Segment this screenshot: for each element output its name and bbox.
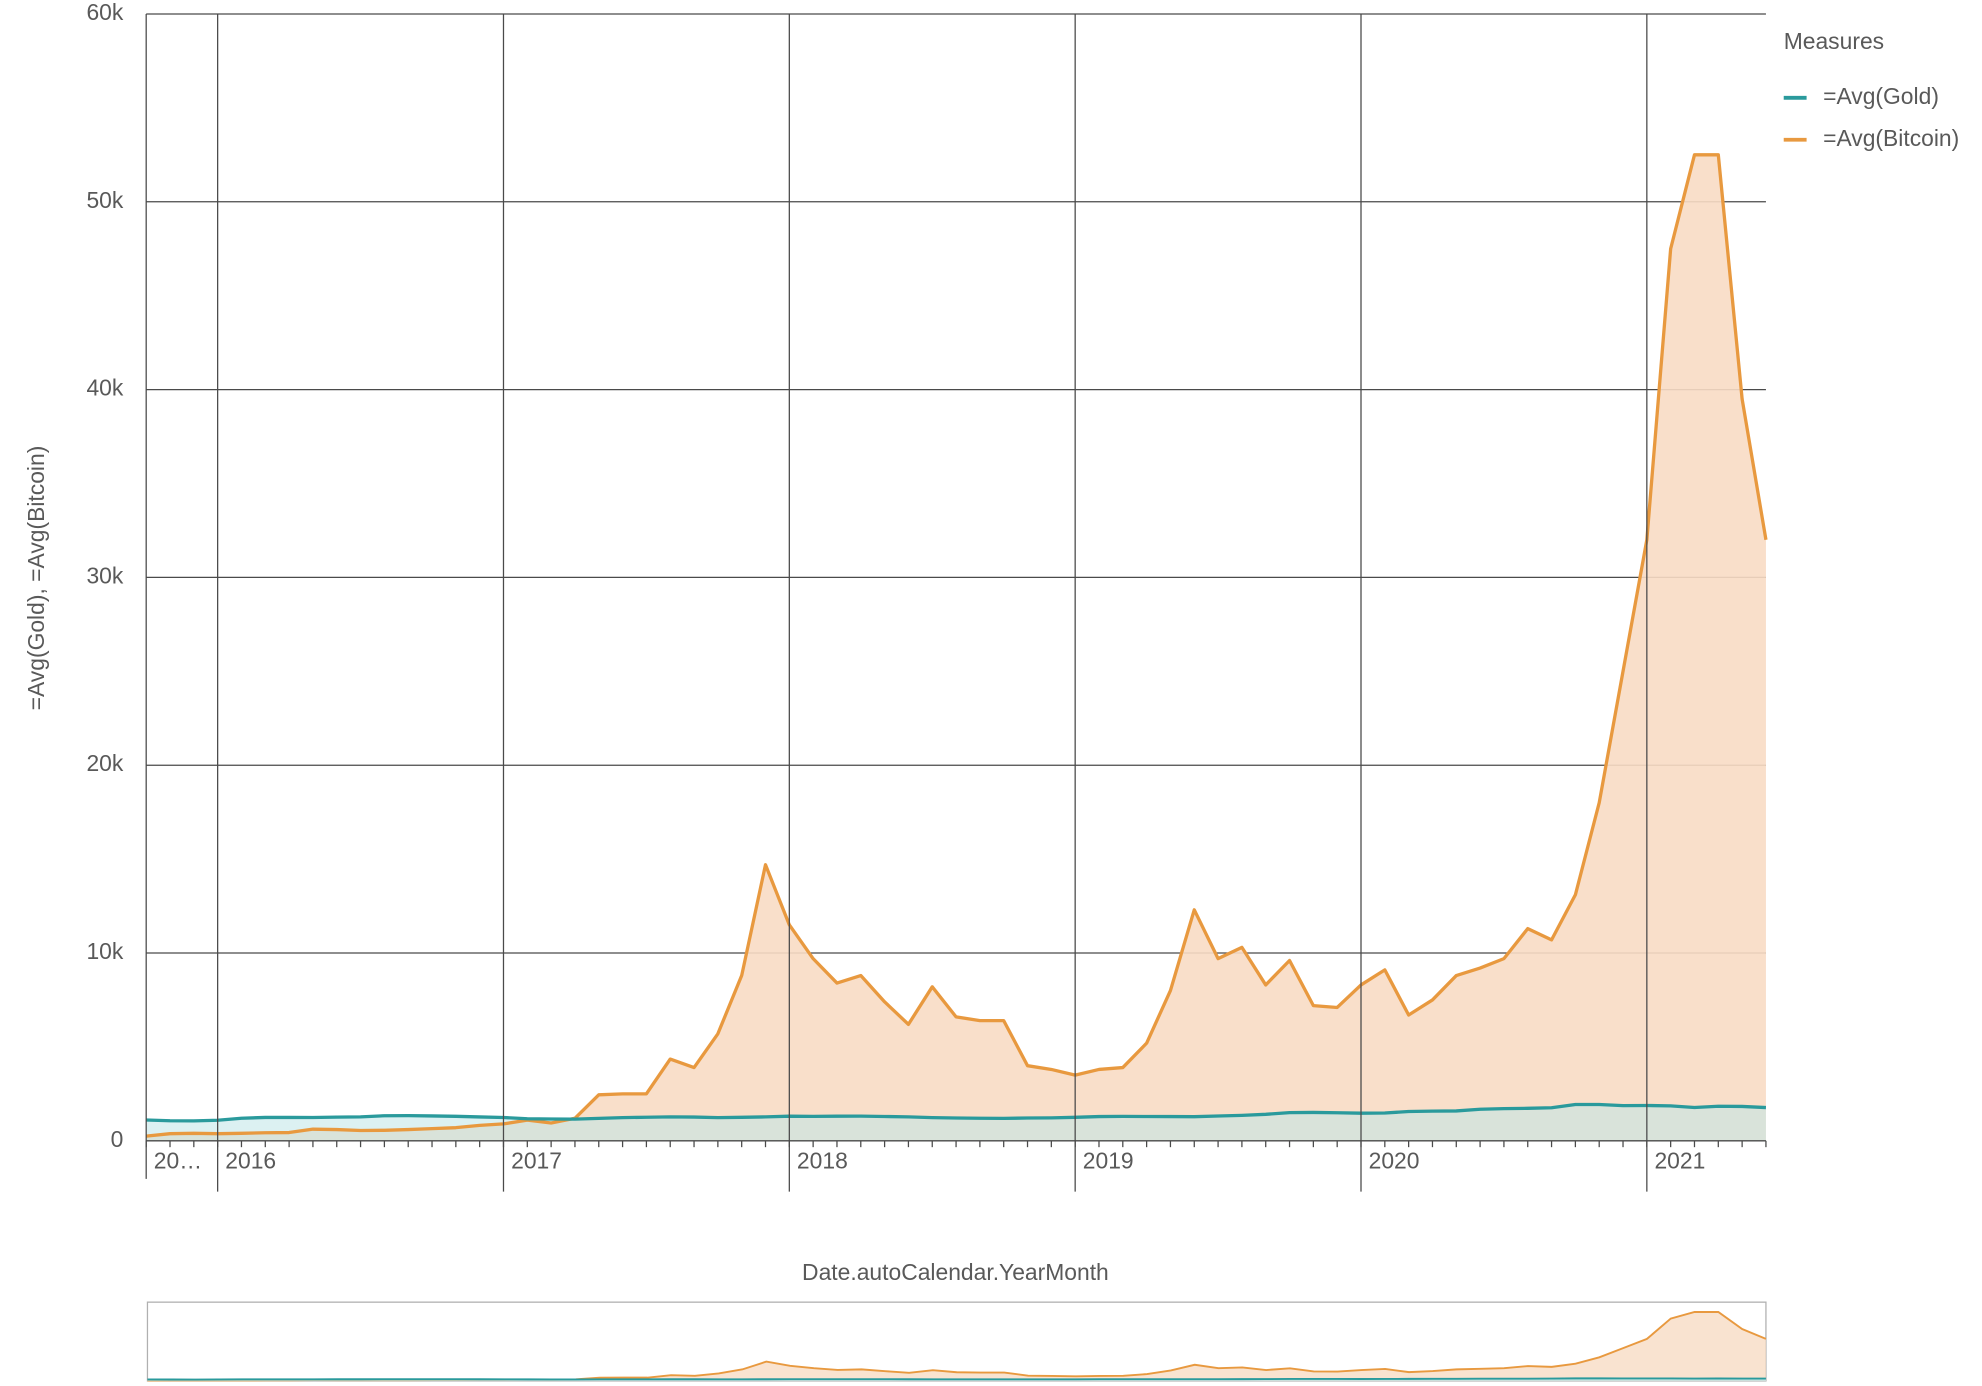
y-tick-label: 50k [86, 187, 123, 213]
line [146, 153, 1768, 1138]
x-tick-label: 20… [154, 1147, 202, 1173]
x-axis-title: Date.autoCalendar.YearMonth [802, 1259, 1109, 1285]
legend-label: =Avg(Gold) [1823, 83, 1939, 109]
y-tick-label: 40k [86, 375, 123, 401]
legend-label: =Avg(Bitcoin) [1823, 125, 1959, 151]
navigator-line [147, 1377, 1766, 1381]
x-tick-label: 2020 [1369, 1147, 1420, 1173]
x-tick-label: 2016 [225, 1147, 276, 1173]
legend-title: Measures [1784, 28, 1884, 54]
navigator-area [147, 1311, 1766, 1381]
area [146, 154, 1766, 1141]
x-tick-label: 2017 [511, 1147, 562, 1173]
y-tick-label: 20k [86, 750, 123, 776]
y-tick-label: 60k [86, 0, 123, 25]
line [146, 1102, 1767, 1123]
y-tick-label: 0 [111, 1126, 124, 1152]
y-axis-title: =Avg(Gold), =Avg(Bitcoin) [23, 446, 49, 711]
y-tick-label: 10k [86, 938, 123, 964]
x-tick-label: 2019 [1083, 1147, 1134, 1173]
y-tick-label: 30k [86, 562, 123, 588]
x-tick-label: 2021 [1654, 1147, 1705, 1173]
x-tick-label: 2018 [797, 1147, 848, 1173]
